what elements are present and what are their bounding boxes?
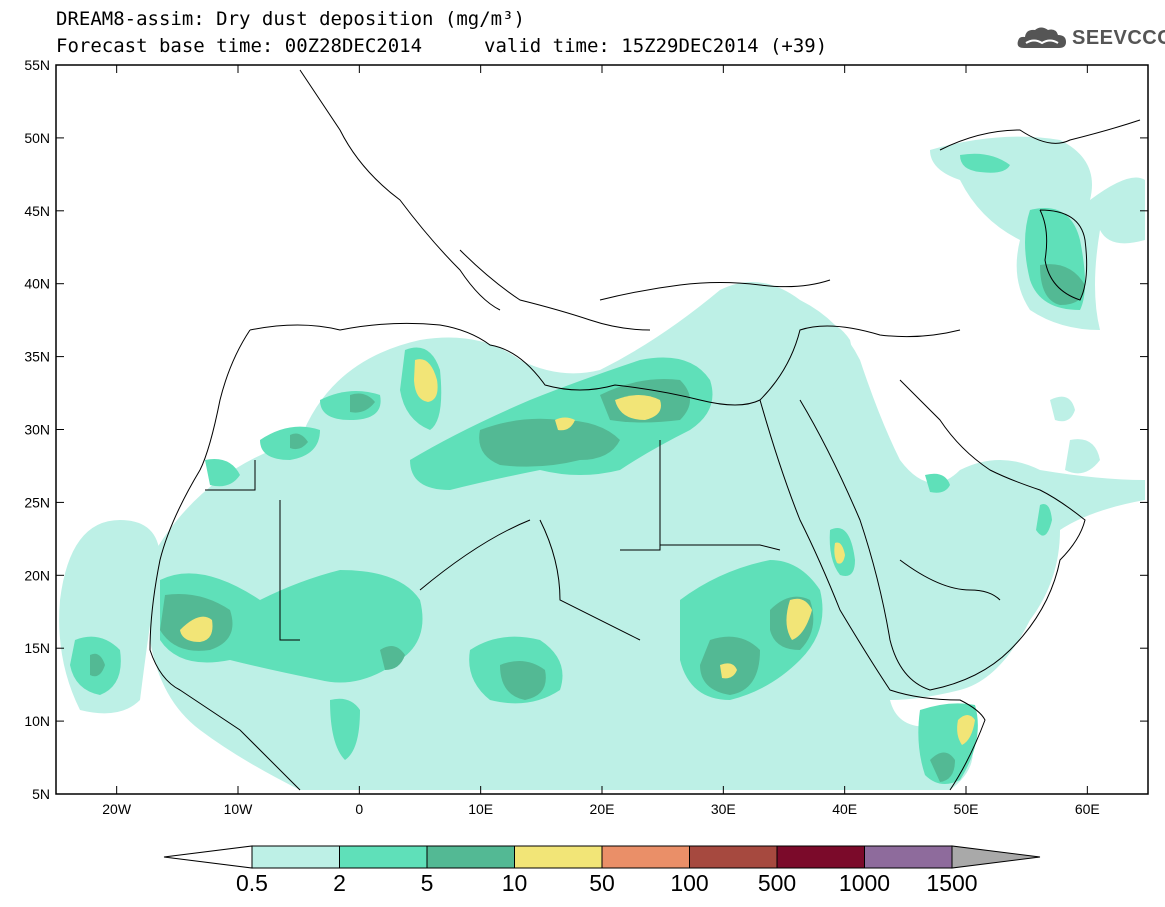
lat-label: 45N [24, 203, 50, 219]
lat-label: 15N [24, 640, 50, 656]
colorbar-label: 2 [333, 870, 346, 896]
colorbar-label: 500 [758, 870, 796, 896]
map-title: DREAM8-assim: Dry dust deposition (mg/m³… [56, 8, 525, 30]
colorbar-segment [514, 845, 603, 869]
colorbar-label: 0.5 [236, 870, 268, 896]
lat-label: 50N [24, 130, 50, 146]
lat-label: 35N [24, 349, 50, 365]
colorbar-label: 50 [589, 870, 615, 896]
latitude-axis: 55N 50N 45N 40N 35N 30N 25N 20N 15N 10N 5N [24, 57, 1148, 802]
lon-label: 60E [1075, 801, 1100, 817]
lon-label: 30E [711, 801, 736, 817]
colorbar-label: 10 [502, 870, 528, 896]
colorbar-segment [689, 845, 778, 869]
lon-label: 50E [954, 801, 979, 817]
lat-label: 40N [24, 276, 50, 292]
forecast-base-time: Forecast base time: 00Z28DEC2014 [56, 35, 423, 57]
seevccc-logo: SEEVCCC [1016, 26, 1165, 50]
lon-label: 10E [468, 801, 493, 817]
lon-label: 20W [102, 801, 132, 817]
valid-time: valid time: 15Z29DEC2014 (+39) [484, 35, 828, 57]
longitude-axis: 20W 10W 0 10E 20E 30E 40E 50E 60E [102, 65, 1100, 817]
lat-label: 10N [24, 713, 50, 729]
colorbar-segment [776, 845, 865, 869]
colorbar-label: 1500 [926, 870, 977, 896]
lat-label: 5N [32, 786, 50, 802]
deposition-10-50 [180, 359, 975, 745]
lat-label: 30N [24, 422, 50, 438]
lon-label: 20E [590, 801, 615, 817]
lat-label: 25N [24, 494, 50, 510]
colorbar-segment [339, 845, 428, 869]
colorbar-segment [426, 845, 515, 869]
colorbar-segment [601, 845, 690, 869]
colorbar-segment [864, 845, 953, 869]
colorbar-label: 1000 [839, 870, 890, 896]
colorbar-under-triangle [163, 845, 253, 869]
logo-text: SEEVCCC [1072, 26, 1165, 49]
coastlines-borders [149, 69, 1141, 791]
colorbar-segment [251, 845, 340, 869]
lon-label: 0 [355, 801, 363, 817]
deposition-field [59, 136, 1145, 790]
lon-label: 10W [224, 801, 254, 817]
colorbar: 0.5 2 5 10 50 100 500 1000 1500 [163, 845, 1041, 896]
colorbar-label: 5 [421, 870, 434, 896]
lat-label: 55N [24, 57, 50, 73]
lat-label: 20N [24, 567, 50, 583]
colorbar-over-triangle [951, 845, 1041, 869]
cloud-icon [1017, 27, 1066, 48]
colorbar-label: 100 [670, 870, 708, 896]
lon-label: 40E [832, 801, 857, 817]
